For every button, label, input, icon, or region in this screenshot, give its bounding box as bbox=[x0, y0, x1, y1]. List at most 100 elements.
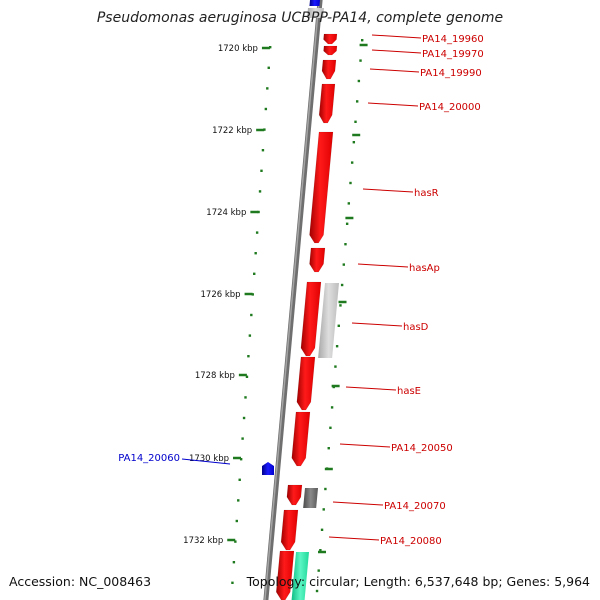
gene-pa14-20000 bbox=[318, 83, 336, 124]
outer-scale-tick bbox=[354, 120, 357, 123]
accession-text: Accession: NC_008463 bbox=[9, 574, 152, 589]
scale-minor-tick bbox=[231, 581, 234, 584]
outer-scale-tick bbox=[339, 304, 342, 307]
genome-backbone-line bbox=[263, 0, 323, 600]
gene-label-leader bbox=[367, 102, 419, 107]
gene-hasd bbox=[300, 281, 322, 357]
scale-minor-tick bbox=[250, 313, 253, 317]
gene-label[interactable]: PA14_19970 bbox=[422, 49, 484, 60]
scale-label: 1728 kbp bbox=[195, 371, 235, 381]
gene-label[interactable]: PA14_20070 bbox=[384, 501, 446, 512]
outer-scale-tick bbox=[344, 243, 347, 246]
gene-feature-layer bbox=[262, 0, 339, 600]
scale-minor-tick bbox=[239, 458, 243, 461]
outer-scale-tick bbox=[359, 59, 362, 62]
gene-pa14-20050 bbox=[291, 411, 311, 467]
scale-minor-tick bbox=[232, 561, 236, 564]
scale-minor-tick bbox=[235, 519, 238, 523]
scale-minor-tick bbox=[251, 293, 254, 296]
scale-label: 1720 kbp bbox=[218, 44, 258, 54]
outer-scale-tick bbox=[317, 569, 320, 572]
scale-label: 1732 kbp bbox=[183, 536, 223, 546]
gene-partial-blue bbox=[309, 0, 320, 6]
scale-minor-tick bbox=[241, 437, 244, 440]
outer-scale-tick bbox=[337, 324, 340, 327]
scale-tick-layer: 1720 kbp 1722 kbp 1724 kbp 1726 kbp 1728 kbp… bbox=[183, 39, 368, 593]
outer-scale-tick bbox=[345, 222, 349, 225]
gene-label[interactable]: PA14_20080 bbox=[380, 536, 442, 547]
gene-label-leader bbox=[371, 34, 422, 39]
scale-minor-tick bbox=[260, 169, 263, 172]
gene-pa14-19970 bbox=[323, 45, 338, 56]
highlight-gene-label[interactable]: PA14_20060 bbox=[118, 453, 180, 464]
scale-minor-tick bbox=[267, 66, 270, 69]
gene-hasap bbox=[309, 247, 326, 273]
gene-label[interactable]: hasD bbox=[403, 322, 429, 333]
scale-label: 1730 kbp bbox=[189, 454, 229, 464]
gene-next-red bbox=[275, 550, 295, 600]
outer-scale-tick bbox=[334, 365, 337, 368]
outer-scale-tick bbox=[319, 549, 322, 552]
outer-scale-tick bbox=[329, 426, 332, 429]
gene-label-leader bbox=[339, 443, 391, 448]
outer-scale-tick bbox=[340, 283, 344, 287]
scale-minor-tick bbox=[264, 107, 268, 111]
gene-hase bbox=[296, 356, 316, 411]
outer-scale-tick bbox=[349, 181, 352, 185]
gene-label-leader bbox=[357, 263, 409, 268]
genome-summary-text: Topology: circular; Length: 6,537,648 bp… bbox=[246, 574, 590, 589]
scale-minor-tick bbox=[253, 272, 256, 275]
highlight-gene-leader bbox=[181, 458, 231, 465]
gene-label-leader bbox=[369, 68, 420, 73]
scale-minor-tick bbox=[237, 499, 240, 502]
scale-minor-tick bbox=[247, 355, 250, 358]
gene-partial-gray bbox=[307, 8, 324, 18]
gene-pa14-20080 bbox=[280, 509, 299, 551]
outer-scale-tick bbox=[355, 100, 359, 103]
gene-label[interactable]: PA14_20000 bbox=[419, 102, 481, 113]
outer-scale-tick bbox=[330, 406, 334, 409]
genome-backbone-layer bbox=[263, 0, 323, 600]
outer-scale-tick bbox=[335, 345, 339, 348]
outer-scale-tick bbox=[352, 141, 356, 144]
pseudogene-dark-gray bbox=[303, 488, 318, 508]
scale-minor-tick bbox=[244, 396, 247, 399]
scale-label: 1726 kbp bbox=[201, 290, 241, 300]
outer-scale-tick bbox=[347, 202, 351, 205]
genome-backbone-highlight bbox=[264, 0, 320, 600]
scale-minor-tick bbox=[248, 334, 252, 337]
gene-label[interactable]: hasE bbox=[397, 386, 421, 397]
gene-label[interactable]: PA14_20050 bbox=[391, 443, 453, 454]
outer-scale-tick bbox=[361, 39, 364, 42]
gene-hasr bbox=[309, 131, 334, 244]
gene-pa14-19960 bbox=[323, 33, 338, 45]
scale-minor-tick bbox=[242, 416, 246, 420]
scale-minor-tick bbox=[255, 231, 259, 234]
gene-pa14-19990 bbox=[321, 59, 337, 80]
scale-minor-tick bbox=[234, 540, 237, 543]
scale-minor-tick bbox=[245, 375, 249, 378]
outer-scale-tick bbox=[327, 447, 330, 450]
scale-minor-tick bbox=[238, 478, 241, 481]
scale-minor-tick bbox=[254, 252, 257, 255]
gene-label[interactable]: PA14_19990 bbox=[420, 68, 482, 79]
outer-scale-tick bbox=[350, 161, 354, 164]
gene-label-leader bbox=[351, 322, 403, 327]
gene-label[interactable]: PA14_19960 bbox=[422, 34, 484, 45]
label-layer: PA14_19960 PA14_19970 PA14_19990 PA14_20000… bbox=[118, 34, 484, 547]
gene-label-leader bbox=[371, 49, 422, 54]
map-title: Pseudomonas aeruginosa UCBPP-PA14, compl… bbox=[96, 10, 504, 26]
scale-minor-tick bbox=[258, 190, 262, 193]
outer-scale-tick bbox=[342, 263, 345, 266]
outer-scale-tick bbox=[322, 508, 325, 511]
gene-label[interactable]: hasR bbox=[414, 188, 439, 199]
gene-label-leader bbox=[328, 536, 380, 541]
pseudogene-light-gray bbox=[318, 283, 339, 358]
gene-pa14-20060[interactable] bbox=[262, 462, 274, 475]
scale-label: 1722 kbp bbox=[212, 126, 252, 136]
scale-label: 1724 kbp bbox=[206, 208, 246, 218]
scale-minor-tick bbox=[266, 87, 269, 90]
gene-label[interactable]: hasAp bbox=[409, 263, 440, 274]
outer-scale-tick bbox=[315, 589, 319, 593]
